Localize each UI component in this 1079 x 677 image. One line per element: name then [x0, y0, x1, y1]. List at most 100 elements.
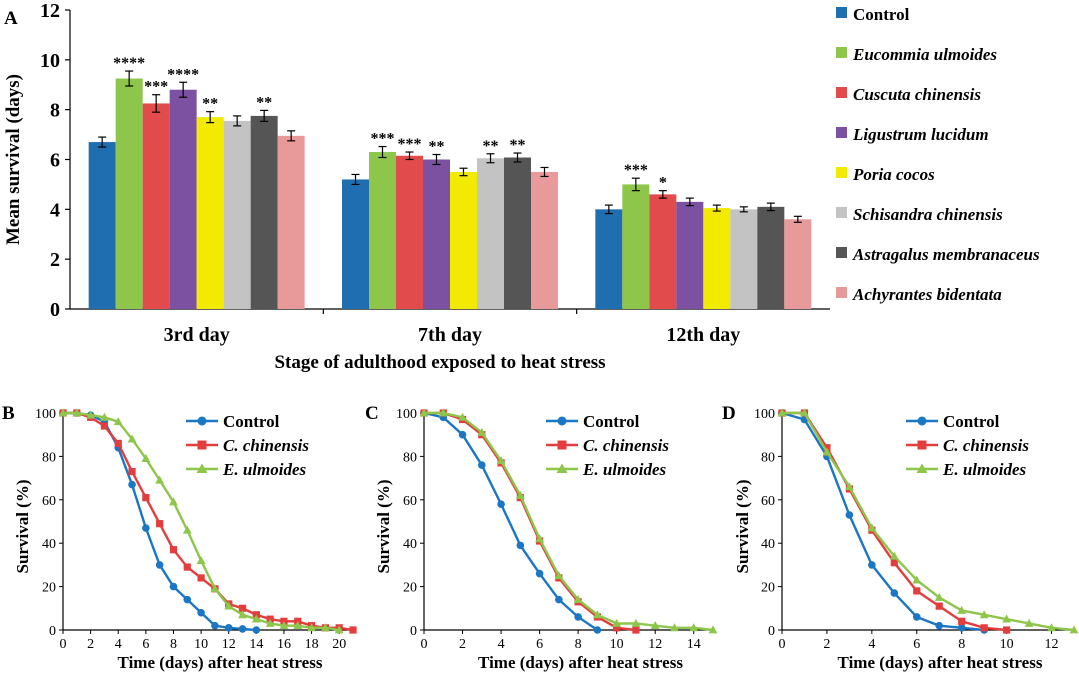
data-point — [100, 422, 109, 430]
data-point — [419, 408, 429, 417]
data-point — [265, 618, 275, 627]
x-category-label: 3rd day — [164, 324, 230, 346]
bar — [396, 155, 423, 309]
data-point — [438, 408, 448, 417]
data-point — [613, 624, 621, 632]
y-axis-title: Mean survival (days) — [3, 74, 24, 245]
data-point — [650, 621, 660, 630]
legend-swatch — [836, 87, 847, 98]
x-tick-label: 16 — [277, 637, 291, 652]
y-tick-label: 80 — [42, 450, 56, 465]
data-point — [593, 626, 602, 634]
bar — [250, 115, 278, 309]
x-tick-label: 10 — [194, 637, 208, 652]
data-point — [535, 569, 544, 578]
data-point — [912, 613, 921, 621]
x-tick-label: 20 — [332, 637, 346, 652]
bar — [622, 184, 650, 309]
data-point — [913, 587, 921, 595]
data-point — [141, 453, 151, 462]
data-point — [238, 604, 247, 612]
x-tick-label: 4 — [498, 637, 505, 652]
data-point — [169, 546, 178, 554]
bar — [504, 157, 531, 309]
panel-b-line-chart: B 0 20 40 60 80 100 0 2 4 6 8 10 12 14 16 18 20 Survival (… — [2, 403, 357, 672]
data-point — [86, 410, 96, 419]
data-point — [935, 602, 943, 610]
x-tick-label: 4 — [868, 637, 875, 652]
x-tick-label: 2 — [823, 637, 830, 652]
legend-entry: Schisandra chinensis — [853, 205, 1003, 224]
data-point — [196, 555, 206, 564]
series-line — [424, 411, 714, 632]
y-tick-label: 20 — [42, 581, 56, 596]
y-axis-title: Survival (%) — [733, 480, 752, 574]
y-tick-label: 2 — [50, 249, 60, 271]
y-tick-label: 10 — [40, 50, 60, 72]
data-point — [127, 434, 137, 443]
bar — [115, 78, 143, 309]
x-tick-label: 2 — [459, 637, 466, 652]
data-point — [612, 618, 622, 627]
legend-marker — [557, 440, 567, 450]
significance-label: *** — [624, 162, 648, 179]
bar — [169, 89, 197, 309]
data-point — [1047, 623, 1056, 632]
data-point — [632, 626, 640, 634]
y-tick-label: 6 — [50, 150, 60, 172]
significance-label: ** — [202, 96, 218, 113]
data-point — [183, 595, 192, 604]
legend-swatch — [836, 167, 847, 178]
y-tick-label: 8 — [50, 100, 60, 122]
legend-entry: C. chinensis — [583, 436, 669, 455]
x-tick-label: 8 — [575, 637, 582, 652]
panel-label-b: B — [2, 403, 15, 424]
legend-marker — [556, 463, 568, 473]
data-point — [210, 584, 220, 593]
panel-d-line-chart: D 0 20 40 60 80 100 0 2 4 6 8 10 12 Survival (%) Time (… — [722, 403, 1079, 672]
x-tick-label: 14 — [687, 637, 701, 652]
y-tick-label: 100 — [35, 407, 56, 422]
y-tick-label: 40 — [761, 537, 775, 552]
data-point — [912, 575, 922, 584]
data-point — [113, 417, 123, 426]
legend-swatch — [836, 287, 847, 298]
y-axis-title: Survival (%) — [13, 480, 32, 574]
data-point — [155, 561, 164, 569]
x-tick-label: 0 — [60, 637, 67, 652]
legend-marker — [917, 416, 927, 426]
y-tick-label: 40 — [42, 537, 56, 552]
x-tick-label: 0 — [779, 637, 786, 652]
y-tick-label: 40 — [403, 537, 417, 552]
data-point — [958, 617, 966, 625]
data-point — [800, 408, 809, 417]
bar — [676, 201, 704, 309]
x-tick-label: 6 — [142, 637, 149, 652]
x-tick-label: 10 — [610, 637, 624, 652]
legend-swatch — [836, 207, 847, 218]
data-point — [822, 447, 832, 456]
legend-marker — [197, 440, 207, 450]
x-axis-title: Stage of adulthood exposed to heat stres… — [274, 352, 605, 373]
data-point — [252, 626, 261, 634]
data-point — [349, 626, 357, 634]
data-point — [238, 610, 247, 619]
y-tick-label: 0 — [768, 624, 775, 639]
legend-marker — [917, 440, 927, 450]
x-tick-label: 14 — [249, 637, 263, 652]
data-point — [535, 534, 544, 543]
y-tick-label: 100 — [754, 407, 775, 422]
data-point — [307, 623, 316, 632]
x-tick-label: 0 — [421, 637, 428, 652]
y-tick-label: 4 — [50, 199, 60, 221]
bar — [223, 120, 251, 309]
x-tick-label: 12 — [222, 637, 236, 652]
bar — [531, 171, 558, 309]
x-axis-title: Time (days) after heat stress — [478, 653, 683, 672]
data-point — [211, 621, 219, 630]
series-line — [63, 411, 354, 632]
data-point — [293, 621, 303, 630]
legend-entry: E. ulmoides — [942, 460, 1027, 479]
data-point — [156, 520, 164, 528]
